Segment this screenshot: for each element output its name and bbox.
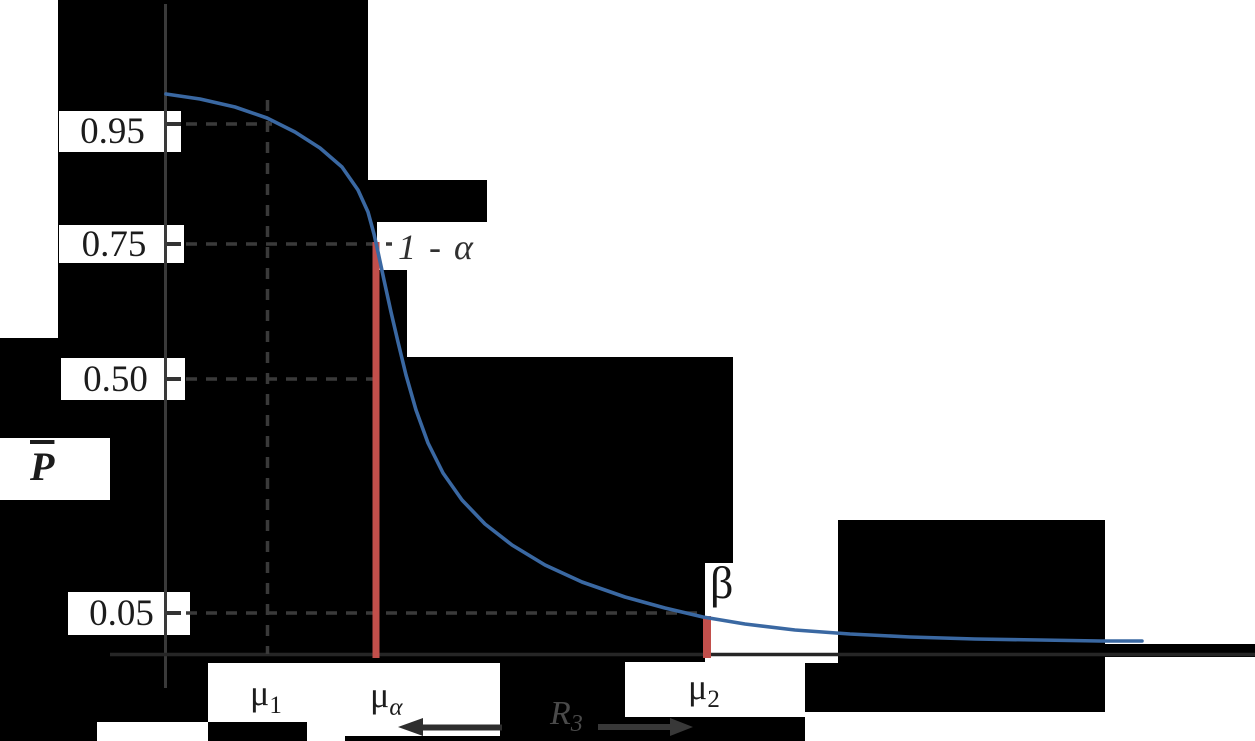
y-tick-label-095: 0.95 [80, 111, 145, 152]
x-tick-label-mu2: μ2 [688, 667, 720, 713]
background-white-patch [307, 720, 345, 741]
background-block [0, 663, 97, 741]
annotation-region-r3: R3 [550, 695, 583, 737]
label-box-075 [59, 225, 184, 263]
label-box-mu1 [208, 665, 350, 720]
y-tick-label-005: 0.05 [89, 593, 154, 634]
annotation-beta: β [710, 557, 734, 608]
background-bar [208, 722, 307, 741]
background-block [625, 717, 805, 741]
background-block [805, 663, 1104, 712]
label-box-mu-alpha [345, 663, 500, 736]
background-block [345, 736, 500, 741]
y-tick-label-050: 0.50 [83, 358, 148, 400]
x-tick-label-mu1: μ1 [250, 673, 282, 719]
axis-right-bar [1104, 644, 1255, 657]
x-tick-label-mu-alpha: μα [370, 675, 403, 721]
background-block [368, 180, 487, 222]
label-box-095 [59, 111, 181, 152]
annotation-one-minus-alpha: 1 - α [398, 227, 475, 267]
label-box-p [0, 438, 110, 500]
y-axis-title: P [30, 444, 55, 489]
y-tick-label-075: 0.75 [81, 223, 147, 265]
label-box-mu2 [625, 662, 805, 717]
background-white-patch [97, 722, 208, 741]
background-block [0, 338, 58, 357]
background-block [97, 663, 208, 722]
